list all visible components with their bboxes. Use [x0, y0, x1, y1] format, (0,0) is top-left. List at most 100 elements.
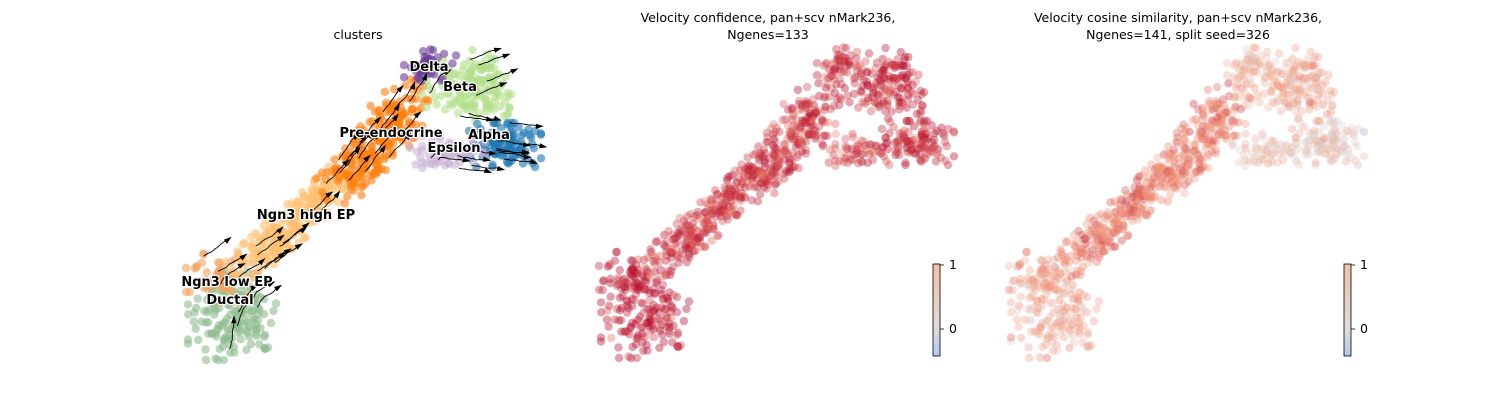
cell-point [255, 264, 265, 274]
cell-point [918, 101, 927, 111]
cell-point [829, 151, 838, 160]
cell-point [627, 270, 636, 279]
cell-point [676, 341, 686, 350]
cell-point [831, 129, 840, 139]
cell-point [657, 320, 666, 329]
cell-point [773, 159, 782, 169]
cell-point [638, 272, 648, 281]
cell-point [629, 282, 638, 291]
cell-point [895, 105, 904, 114]
cell-point [340, 199, 350, 208]
cell-point [1133, 209, 1142, 218]
cell-point [1089, 316, 1099, 326]
cell-point [725, 172, 734, 181]
panel-velocity-cosine-similarity: Velocity cosine similarity, pan+scv nMar… [1004, 10, 1369, 363]
cell-point [794, 96, 804, 106]
cell-point [685, 221, 694, 231]
cell-point [659, 337, 669, 347]
cell-point [352, 178, 361, 188]
cell-point [723, 189, 732, 198]
cell-point [661, 312, 671, 321]
cell-point [920, 125, 929, 134]
cell-point [771, 127, 780, 137]
cell-point [721, 185, 731, 194]
cell-point [795, 124, 805, 133]
cell-point [824, 92, 834, 102]
cell-point [223, 283, 232, 292]
cell-point [1320, 133, 1329, 143]
cell-point [1024, 343, 1033, 352]
cell-point [253, 316, 263, 325]
cell-point [682, 236, 692, 245]
cell-point [873, 90, 882, 99]
cell-point [646, 315, 655, 325]
cell-point [692, 238, 701, 247]
cell-point [912, 109, 922, 119]
cell-point [757, 178, 766, 187]
cell-point [356, 122, 365, 131]
cell-point [798, 116, 807, 126]
cell-point [829, 102, 839, 111]
cell-point [330, 167, 340, 177]
colorbar-tick-label: 1 [949, 257, 957, 272]
cell-point [807, 129, 817, 138]
cell-point [901, 73, 910, 83]
cell-point [1113, 216, 1122, 225]
cell-point [820, 103, 830, 112]
cell-point [878, 69, 888, 78]
cell-point [291, 227, 300, 236]
cell-point [1240, 64, 1250, 73]
streamline-arrowhead [267, 281, 276, 288]
cell-point [667, 248, 676, 257]
cell-point [460, 75, 469, 84]
cell-point [417, 66, 427, 75]
cell-point [745, 182, 754, 191]
cell-point [202, 268, 211, 277]
cell-point [1067, 289, 1076, 299]
cell-point [805, 127, 815, 137]
cell-point [747, 171, 757, 180]
cell-point [783, 105, 793, 114]
cell-point [1016, 292, 1025, 301]
cell-point [638, 329, 647, 339]
streamline-arrowhead [366, 130, 374, 139]
cell-point [430, 93, 439, 102]
cell-point [622, 296, 632, 306]
cell-point [877, 124, 887, 134]
cell-point [246, 242, 255, 251]
cell-point [646, 317, 655, 326]
cell-point [422, 102, 431, 112]
cell-point [694, 214, 703, 224]
cell-point [472, 74, 481, 83]
cell-point [614, 316, 624, 325]
cell-point [821, 102, 830, 111]
cell-point [862, 68, 872, 77]
cell-point [1251, 134, 1260, 143]
cell-point [708, 209, 717, 218]
cell-point [753, 167, 763, 176]
cell-point [667, 230, 677, 240]
cell-point [480, 138, 490, 147]
cell-point [497, 135, 506, 145]
cell-point [759, 145, 769, 155]
cell-point [875, 76, 884, 85]
cell-point [1224, 79, 1233, 88]
cell-point [897, 71, 906, 81]
cell-point [1321, 77, 1330, 86]
cell-point [759, 178, 768, 187]
cell-point [204, 305, 213, 314]
cell-point [1189, 150, 1198, 159]
cell-point [738, 180, 747, 189]
cell-point [266, 318, 276, 328]
cell-point [1141, 185, 1150, 195]
cell-point [667, 301, 676, 311]
cell-point [1315, 116, 1325, 126]
cell-point [770, 189, 779, 198]
cell-point [664, 326, 674, 336]
cell-point [726, 196, 736, 206]
streamline-arrowhead [499, 82, 508, 88]
cell-point [798, 140, 807, 149]
cell-point [1311, 158, 1320, 167]
cell-point [1006, 333, 1016, 342]
cell-point [941, 156, 950, 166]
